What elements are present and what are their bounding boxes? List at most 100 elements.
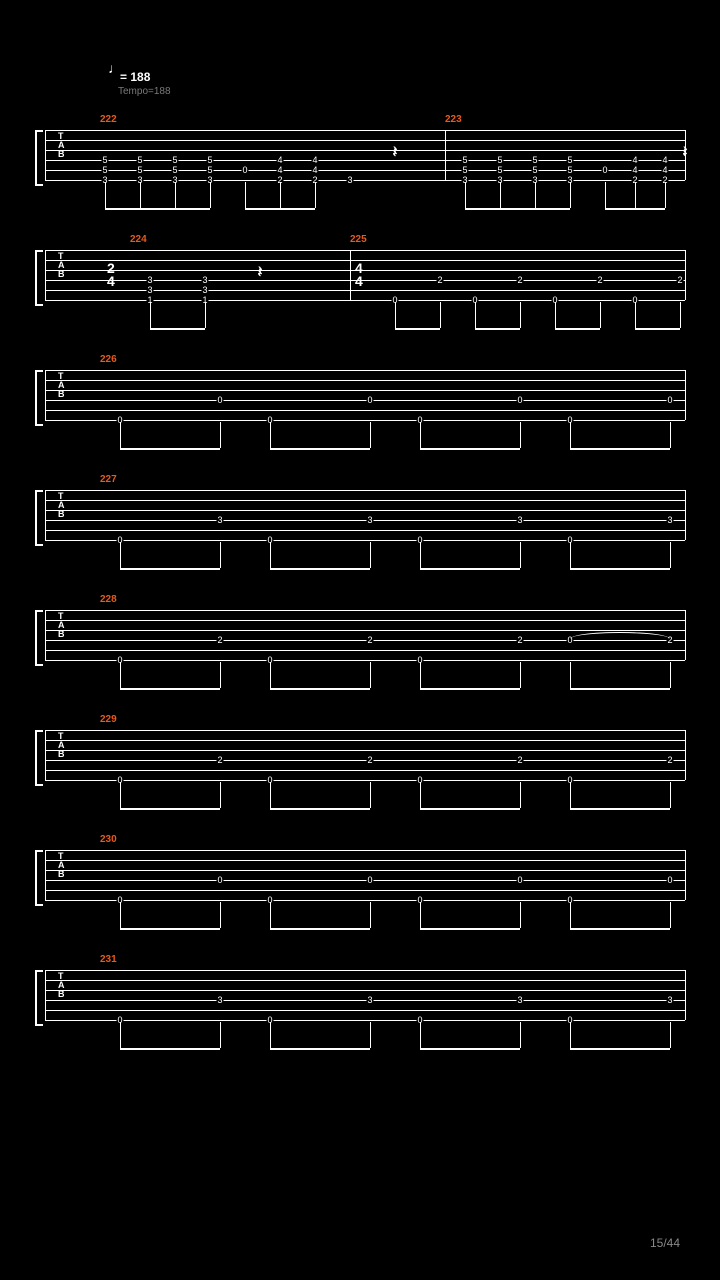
fret-number: 2 xyxy=(366,636,373,645)
system-bracket xyxy=(35,490,43,546)
tab-staff: TAB22703030303 xyxy=(45,490,685,540)
barline xyxy=(45,130,46,180)
beam xyxy=(475,328,520,330)
stem xyxy=(205,302,206,328)
fret-number: 3 xyxy=(516,516,523,525)
stem xyxy=(370,902,371,928)
stem xyxy=(140,182,141,208)
stem xyxy=(570,782,571,808)
bar-number: 229 xyxy=(100,714,117,725)
tab-staff: TAB2222235535535535530442442355355355355… xyxy=(45,130,685,180)
fret-number: 5 xyxy=(496,166,503,175)
stem xyxy=(120,422,121,448)
staff-line xyxy=(45,760,685,761)
fret-number: 4 xyxy=(311,166,318,175)
stem xyxy=(120,902,121,928)
beam xyxy=(420,808,520,810)
bar-number: 223 xyxy=(445,114,462,125)
stem xyxy=(270,662,271,688)
fret-number: 3 xyxy=(216,996,223,1005)
staff-line xyxy=(45,540,685,541)
stem xyxy=(270,1022,271,1048)
stem xyxy=(270,782,271,808)
barline xyxy=(45,490,46,540)
staff-line xyxy=(45,400,685,401)
stem xyxy=(570,182,571,208)
page-number: 15/44 xyxy=(650,1236,680,1250)
staff-line xyxy=(45,500,685,501)
tab-page: ♩ = 188 Tempo=188 TAB2222235535535535530… xyxy=(0,0,720,1280)
bar-number: 228 xyxy=(100,594,117,605)
stem xyxy=(105,182,106,208)
stem xyxy=(220,782,221,808)
stem xyxy=(665,182,666,208)
beam xyxy=(270,448,370,450)
fret-number: 5 xyxy=(566,166,573,175)
stem xyxy=(600,302,601,328)
fret-number: 3 xyxy=(366,996,373,1005)
stem xyxy=(635,182,636,208)
stem xyxy=(520,662,521,688)
staff-line xyxy=(45,290,685,291)
stem xyxy=(270,902,271,928)
beam xyxy=(120,1048,220,1050)
fret-number: 0 xyxy=(601,166,608,175)
beam xyxy=(150,328,205,330)
fret-number: 4 xyxy=(661,156,668,165)
barline xyxy=(685,370,686,420)
stem xyxy=(220,1022,221,1048)
beam xyxy=(120,568,220,570)
rest-icon: 𝄽 xyxy=(393,144,398,162)
staff-line xyxy=(45,420,685,421)
system-bracket xyxy=(35,970,43,1026)
stem xyxy=(670,782,671,808)
staff-line xyxy=(45,520,685,521)
fret-number: 3 xyxy=(216,516,223,525)
staff-line xyxy=(45,900,685,901)
stem xyxy=(570,1022,571,1048)
staff-line xyxy=(45,780,685,781)
bar-number: 227 xyxy=(100,474,117,485)
barline xyxy=(685,610,686,660)
stem xyxy=(520,422,521,448)
stem xyxy=(120,1022,121,1048)
fret-number: 0 xyxy=(216,876,223,885)
staff-line xyxy=(45,1010,685,1011)
staff-line xyxy=(45,530,685,531)
fret-number: 5 xyxy=(171,156,178,165)
stem xyxy=(420,782,421,808)
tab-clef: TAB xyxy=(58,612,65,639)
fret-number: 2 xyxy=(516,276,523,285)
stem xyxy=(670,422,671,448)
tab-staff: TAB23000000000 xyxy=(45,850,685,900)
stem xyxy=(420,1022,421,1048)
fret-number: 2 xyxy=(676,276,683,285)
stem xyxy=(220,902,221,928)
tab-clef: TAB xyxy=(58,852,65,879)
tab-clef: TAB xyxy=(58,492,65,519)
barline xyxy=(685,490,686,540)
stem xyxy=(570,422,571,448)
fret-number: 2 xyxy=(516,636,523,645)
staff-line xyxy=(45,650,685,651)
system-bracket xyxy=(35,250,43,306)
stem xyxy=(500,182,501,208)
stem xyxy=(520,902,521,928)
tempo-label: Tempo=188 xyxy=(118,86,171,97)
staff-line xyxy=(45,130,685,131)
beam xyxy=(420,1048,520,1050)
tab-clef: TAB xyxy=(58,372,65,399)
fret-number: 5 xyxy=(101,156,108,165)
fret-number: 2 xyxy=(596,276,603,285)
system-bracket xyxy=(35,850,43,906)
beam xyxy=(120,448,220,450)
fret-number: 5 xyxy=(206,156,213,165)
staff-line xyxy=(45,620,685,621)
staff-line xyxy=(45,870,685,871)
fret-number: 0 xyxy=(366,876,373,885)
stem xyxy=(220,542,221,568)
barline xyxy=(45,850,46,900)
stem xyxy=(670,1022,671,1048)
beam xyxy=(465,208,570,210)
stem xyxy=(605,182,606,208)
